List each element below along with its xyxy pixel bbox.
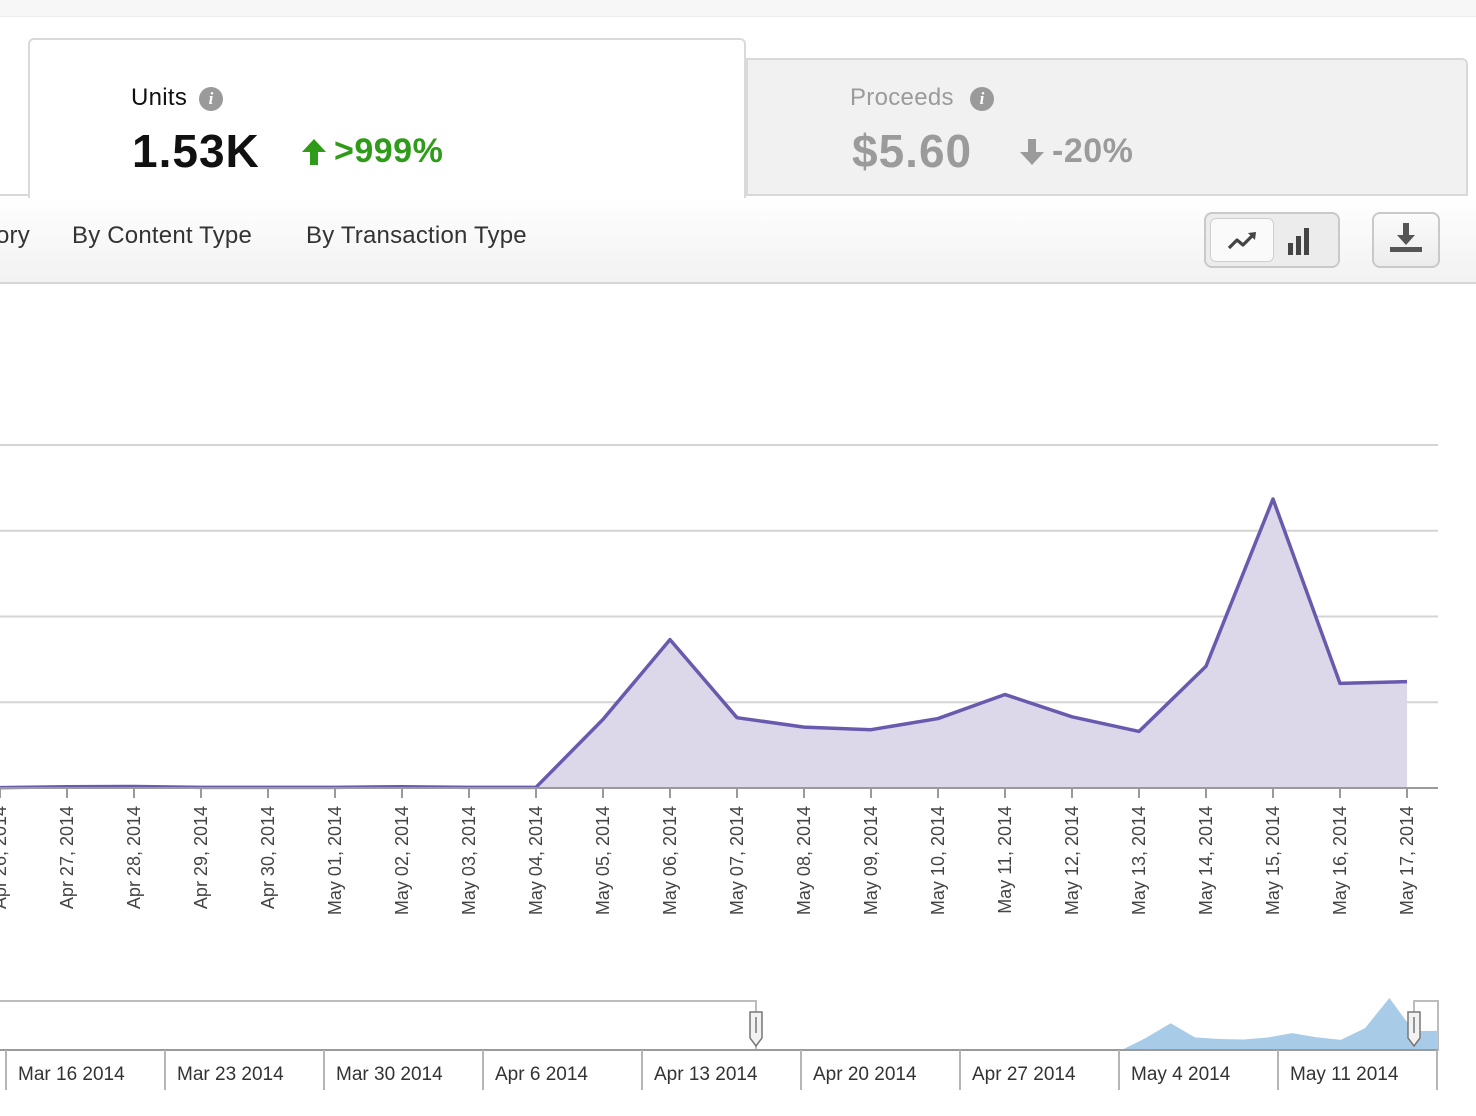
navigator-tick-label: May 4 2014 bbox=[1131, 1064, 1231, 1085]
line-chart-button[interactable] bbox=[1210, 218, 1274, 262]
x-tick-label: May 06, 2014 bbox=[660, 806, 680, 915]
x-tick-label: Apr 26, 2014 bbox=[0, 806, 10, 909]
navigator-tick-label: Mar 30 2014 bbox=[336, 1064, 443, 1085]
x-tick-label: May 04, 2014 bbox=[526, 806, 546, 915]
navigator-tick-label: Mar 16 2014 bbox=[18, 1064, 125, 1085]
x-tick-label: May 16, 2014 bbox=[1330, 806, 1350, 915]
x-tick-label: May 05, 2014 bbox=[593, 806, 613, 915]
tab-baseline bbox=[0, 194, 30, 196]
navigator-tick-label: Apr 13 2014 bbox=[654, 1064, 758, 1085]
arrow-down-icon bbox=[1020, 139, 1044, 165]
proceeds-label: Proceeds bbox=[850, 84, 954, 111]
units-change: >999% bbox=[334, 132, 444, 170]
top-strip bbox=[0, 0, 1476, 17]
x-tick-label: May 10, 2014 bbox=[928, 806, 948, 915]
x-tick-label: May 01, 2014 bbox=[325, 806, 345, 915]
x-tick-label: Apr 27, 2014 bbox=[57, 806, 77, 909]
x-tick-label: May 12, 2014 bbox=[1062, 806, 1082, 915]
download-icon bbox=[1390, 223, 1422, 252]
navigator-window bbox=[0, 1000, 757, 1051]
x-tick-label: May 17, 2014 bbox=[1397, 806, 1417, 915]
tab-by-transaction-type[interactable]: By Transaction Type bbox=[306, 222, 527, 249]
range-navigator[interactable]: Mar 16 2014 Mar 23 2014 Mar 30 2014 Apr 6 2… bbox=[0, 998, 1439, 1090]
x-axis: Apr 26, 2014 Apr 27, 2014 Apr 28, 2014 Apr … bbox=[0, 787, 1438, 915]
x-tick-label: May 14, 2014 bbox=[1196, 806, 1216, 915]
units-value: 1.53K bbox=[132, 125, 260, 177]
x-tick-label: May 15, 2014 bbox=[1263, 806, 1283, 915]
navigator-tick-label: May 11 2014 bbox=[1290, 1064, 1399, 1085]
x-tick-label: May 09, 2014 bbox=[861, 806, 881, 915]
arrow-up-icon bbox=[302, 139, 326, 165]
tab-by-content-type[interactable]: By Content Type bbox=[72, 222, 252, 249]
units-chart: Apr 26, 2014 Apr 27, 2014 Apr 28, 2014 Apr … bbox=[0, 444, 1439, 1090]
info-icon[interactable]: i bbox=[970, 87, 994, 111]
x-tick-label: Apr 28, 2014 bbox=[124, 806, 144, 909]
proceeds-change: -20% bbox=[1052, 132, 1134, 170]
navigator-tick-label: Apr 20 2014 bbox=[813, 1064, 917, 1085]
chart-type-toggle bbox=[1204, 212, 1340, 268]
x-tick-label: May 03, 2014 bbox=[459, 806, 479, 915]
bar-chart-button[interactable] bbox=[1276, 218, 1334, 262]
navigator-tick-label: Apr 6 2014 bbox=[495, 1064, 588, 1085]
navigator-area bbox=[1122, 998, 1438, 1050]
series-area bbox=[0, 499, 1407, 788]
bar-chart-icon bbox=[1288, 228, 1309, 255]
info-icon[interactable]: i bbox=[199, 87, 223, 111]
x-tick-label: Apr 30, 2014 bbox=[258, 806, 278, 909]
tab-proceeds[interactable]: Proceeds i $5.60 -20% bbox=[746, 58, 1468, 196]
x-tick-label: May 02, 2014 bbox=[392, 806, 412, 915]
x-tick-label: May 11, 2014 bbox=[995, 806, 1015, 914]
x-tick-label: May 08, 2014 bbox=[794, 806, 814, 915]
proceeds-value: $5.60 bbox=[852, 125, 973, 177]
navigator-tick-label: Mar 23 2014 bbox=[177, 1064, 284, 1085]
tab-units[interactable]: Units i 1.53K >999% bbox=[28, 38, 746, 198]
x-tick-label: Apr 29, 2014 bbox=[191, 806, 211, 909]
line-chart-icon bbox=[1227, 232, 1256, 250]
download-button[interactable] bbox=[1372, 212, 1440, 268]
x-tick-label: May 13, 2014 bbox=[1129, 806, 1149, 915]
x-tick-label: May 07, 2014 bbox=[727, 806, 747, 915]
units-label: Units bbox=[131, 84, 188, 111]
navigator-tick-label: Apr 27 2014 bbox=[972, 1064, 1076, 1085]
tab-by-territory[interactable]: ory bbox=[0, 222, 30, 249]
